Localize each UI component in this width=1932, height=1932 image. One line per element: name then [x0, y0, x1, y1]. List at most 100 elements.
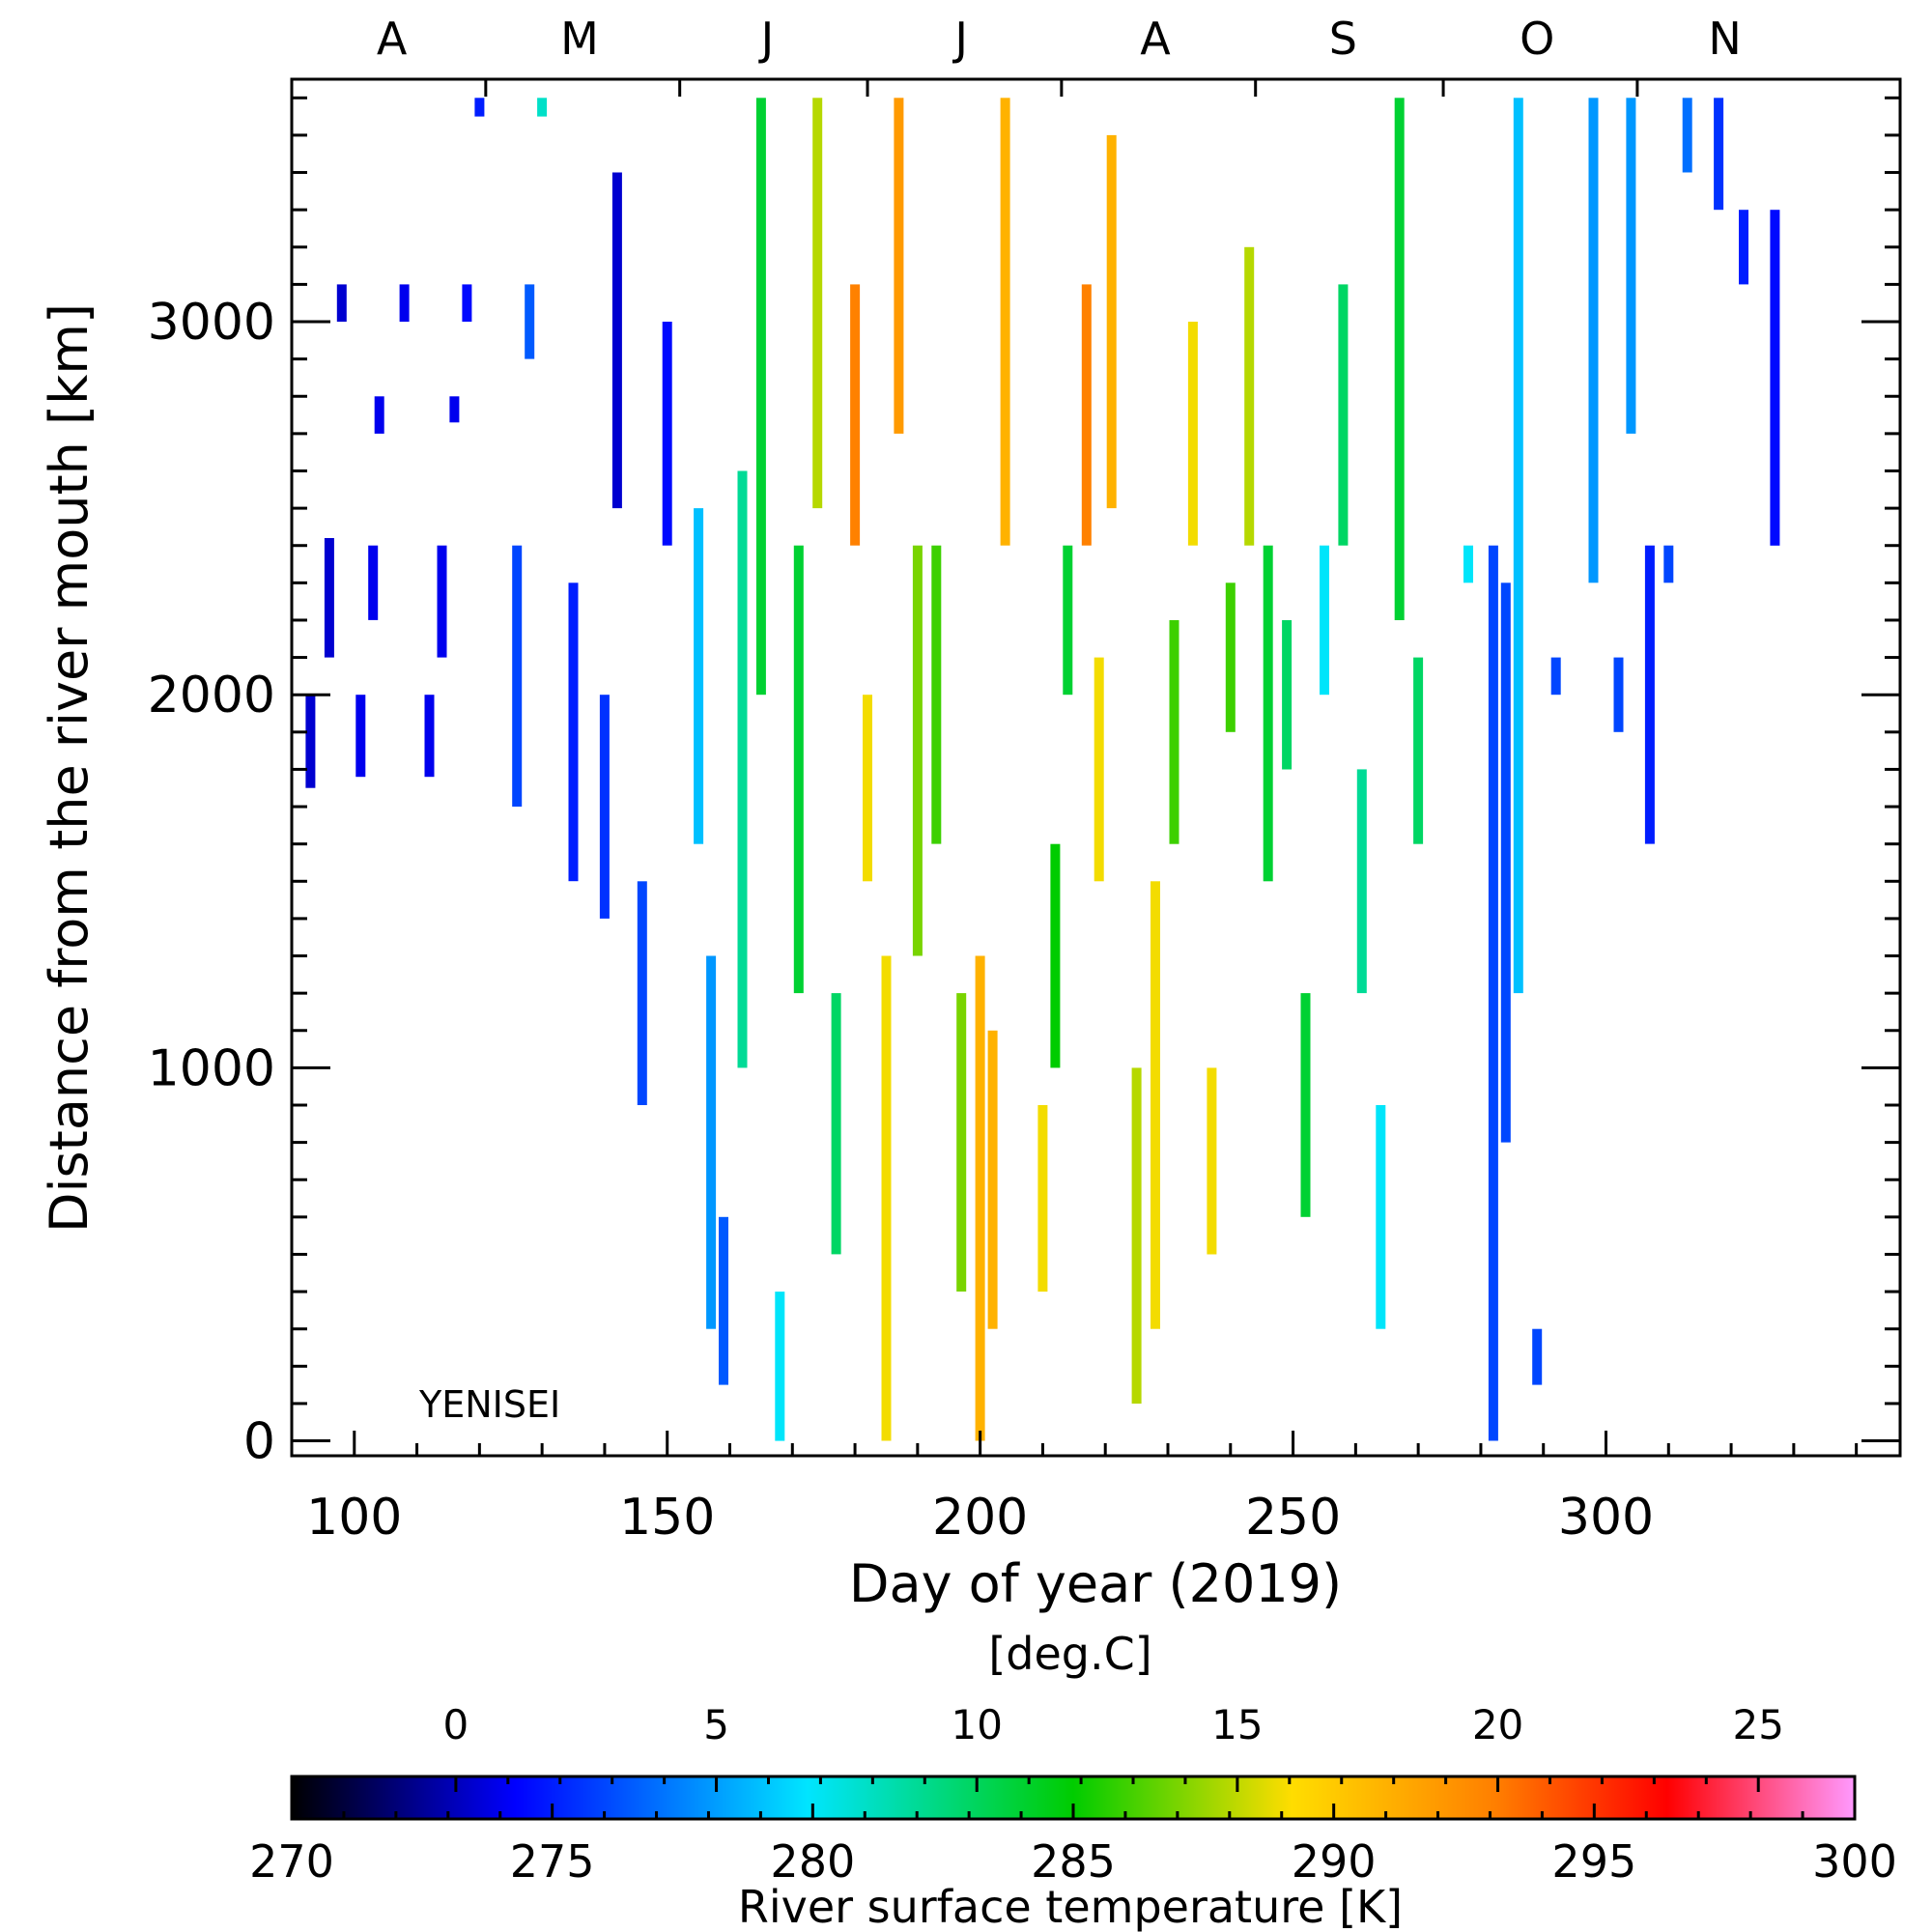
temperature-swath: [1151, 881, 1160, 1329]
temperature-swath: [987, 1030, 998, 1329]
temperature-swath: [831, 993, 841, 1255]
temperature-swath: [1682, 98, 1692, 173]
temperature-swath: [956, 993, 967, 1292]
temperature-swath: [1106, 134, 1117, 509]
colorbar-kelvin-label: 285: [1031, 1835, 1116, 1888]
month-label: O: [1520, 13, 1554, 65]
temperature-swath: [1131, 1067, 1142, 1404]
temperature-swath: [324, 538, 334, 658]
temperature-swath: [462, 284, 472, 322]
temperature-swath: [1300, 993, 1311, 1217]
colorbar-label: River surface temperature [K]: [738, 1881, 1403, 1932]
temperature-swath: [1463, 545, 1473, 583]
temperature-swath: [1770, 210, 1780, 546]
temperature-swath: [1094, 657, 1104, 882]
temperature-swath: [1626, 98, 1636, 434]
colorbar-kelvin-label: 295: [1551, 1835, 1636, 1888]
temperature-swath: [1376, 1105, 1386, 1329]
temperature-swath: [719, 1216, 728, 1385]
temperature-swath: [537, 98, 548, 117]
temperature-swath: [793, 545, 804, 994]
temperature-swath: [512, 545, 523, 807]
colorbar-kelvin-label: 300: [1812, 1835, 1897, 1888]
temperature-swath: [1050, 843, 1061, 1068]
temperature-swath: [1513, 98, 1523, 994]
temperature-swath: [1169, 620, 1179, 844]
temperature-data-points: [305, 98, 1780, 1441]
plot-frame: [290, 77, 1902, 1458]
temperature-swath: [706, 955, 717, 1329]
colorbar-kelvin-tick-labels: 270 275 280 285 290 295 300: [249, 1835, 1897, 1888]
x-tick-label: 200: [932, 1489, 1028, 1547]
temperature-swath: [894, 98, 904, 434]
colorbar-celsius-label: 0: [443, 1701, 469, 1748]
colorbar-kelvin-label: 290: [1292, 1835, 1377, 1888]
temperature-swath: [1488, 545, 1498, 1441]
temperature-swath: [474, 98, 485, 117]
colorbar-kelvin-label: 270: [249, 1835, 334, 1888]
temperature-swath: [1081, 284, 1092, 546]
axis-ticks: [292, 79, 1900, 1456]
temperature-swath: [662, 322, 672, 546]
temperature-swath: [1338, 284, 1349, 546]
temperature-swath: [1320, 545, 1329, 696]
river-name-annotation: YENISEI: [418, 1383, 560, 1426]
temperature-swath: [599, 695, 610, 919]
temperature-swath: [1714, 98, 1724, 211]
temperature-swath: [424, 695, 435, 778]
temperature-swath: [374, 396, 384, 434]
temperature-swath: [881, 955, 892, 1441]
temperature-swath: [1644, 545, 1655, 844]
y-tick-label: 2000: [148, 667, 275, 724]
y-tick-label: 0: [243, 1413, 275, 1471]
temperature-swath: [1063, 545, 1073, 696]
temperature-swath: [637, 881, 647, 1105]
colorbar-celsius-unit: [deg.C]: [988, 1628, 1151, 1680]
temperature-swath: [525, 284, 535, 359]
month-label: A: [377, 13, 408, 65]
temperature-swath: [399, 284, 410, 322]
temperature-swath: [1244, 246, 1255, 546]
colorbar-celsius-label: 10: [951, 1701, 1002, 1748]
colorbar-celsius-label: 20: [1472, 1701, 1523, 1748]
temperature-swath: [449, 396, 460, 423]
x-tick-label: 100: [306, 1489, 402, 1547]
temperature-swath: [1550, 657, 1561, 696]
colorbar-kelvin-label: 275: [510, 1835, 595, 1888]
temperature-swath: [1532, 1328, 1543, 1385]
temperature-swath: [863, 695, 872, 882]
temperature-swath: [1000, 98, 1010, 546]
temperature-swath: [975, 955, 985, 1441]
temperature-swath: [1225, 582, 1236, 732]
temperature-swath: [1207, 1067, 1217, 1255]
y-tick-label: 1000: [148, 1039, 275, 1097]
y-axis-label: Distance from the river mouth [km]: [39, 303, 99, 1233]
x-axis-label: Day of year (2019): [849, 1553, 1342, 1614]
month-label: J: [952, 13, 968, 65]
colorbar-ticks: [290, 1776, 1857, 1819]
y-tick-label: 3000: [148, 294, 275, 352]
temperature-swath: [336, 284, 347, 322]
x-tick-label: 300: [1558, 1489, 1654, 1547]
temperature-swath: [1588, 98, 1599, 583]
colorbar-celsius-tick-labels: 0 5 10 15 20 25: [443, 1701, 1784, 1748]
temperature-swath: [1663, 545, 1674, 583]
temperature-swath: [1613, 657, 1624, 732]
temperature-swath: [355, 695, 366, 778]
month-label: S: [1329, 13, 1357, 65]
temperature-swath: [1187, 322, 1198, 546]
colorbar-celsius-label: 5: [703, 1701, 729, 1748]
temperature-swath: [437, 545, 447, 658]
temperature-swath: [1356, 769, 1367, 994]
temperature-swath: [1263, 545, 1273, 882]
temperature-swath: [775, 1292, 785, 1441]
temperature-swath: [931, 545, 942, 844]
temperature-swath: [1394, 98, 1405, 621]
temperature-swath: [1037, 1105, 1048, 1293]
temperature-swath: [737, 470, 748, 1068]
y-axis-tick-labels: 0 1000 2000 3000: [148, 294, 275, 1471]
temperature-swath: [1500, 582, 1511, 1143]
temperature-swath: [1739, 210, 1748, 285]
